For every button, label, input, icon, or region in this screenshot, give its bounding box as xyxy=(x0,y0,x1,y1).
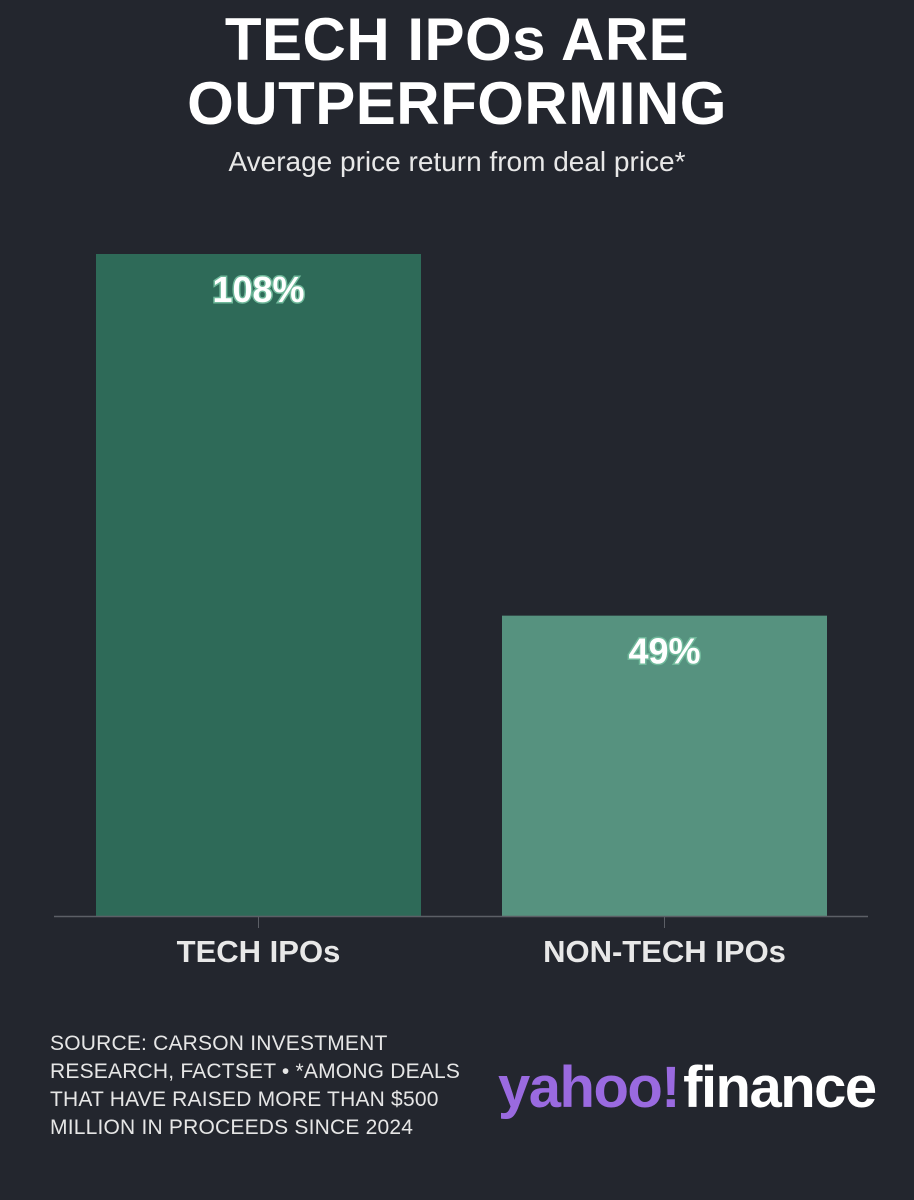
bar-tech-ipos xyxy=(96,254,421,916)
data-label-tech-ipos: 108% xyxy=(212,269,304,310)
bar-non-tech-ipos xyxy=(502,615,827,916)
bar-chart: 108% TECH IPOs 49% NON-TECH IPOs xyxy=(54,254,868,969)
logo-finance: finance xyxy=(683,1055,877,1120)
logo-yahoo: yahoo! xyxy=(498,1055,681,1120)
x-tick-label-non-tech-ipos: NON-TECH IPOs xyxy=(543,934,786,969)
source-note: SOURCE: CARSON INVESTMENT RESEARCH, FACT… xyxy=(50,1032,461,1139)
yahoo-finance-logo: yahoo!finance xyxy=(498,1055,877,1120)
title-line-1: TECH IPOs ARE xyxy=(224,6,690,73)
title-line-2: OUTPERFORMING xyxy=(187,70,727,137)
data-label-non-tech-ipos: 49% xyxy=(628,631,700,672)
x-tick-label-tech-ipos: TECH IPOs xyxy=(177,934,341,969)
chart-subtitle: Average price return from deal price* xyxy=(228,146,686,177)
chart-title: TECH IPOs ARE OUTPERFORMING xyxy=(0,8,914,136)
